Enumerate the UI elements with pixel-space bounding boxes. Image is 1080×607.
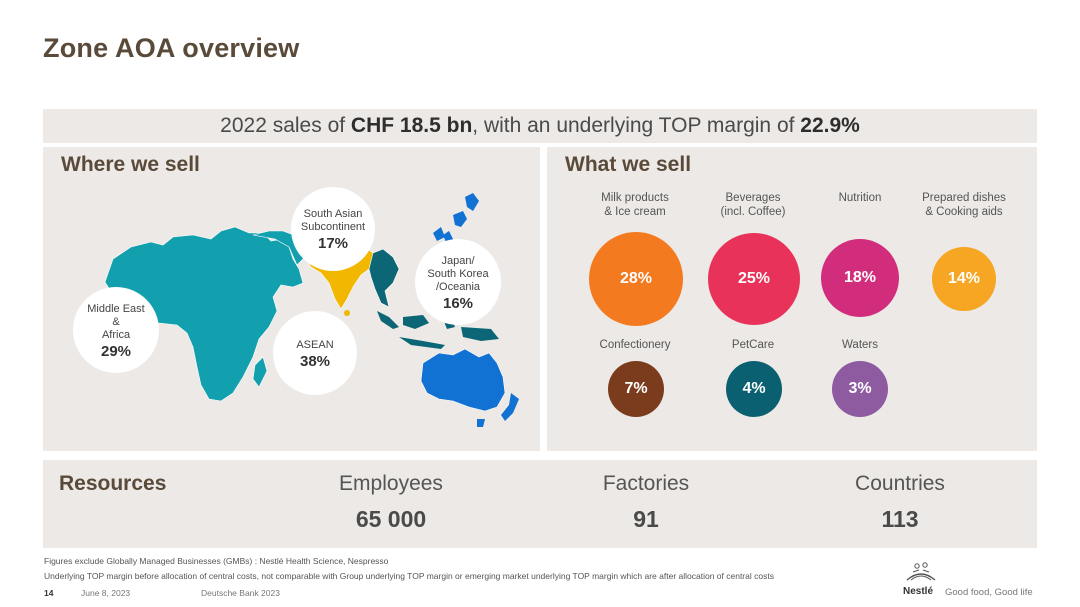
nestle-wordmark: Nestlé (903, 586, 934, 597)
region-bubble-middle-east-africa: Middle East & Africa 29% (73, 287, 159, 373)
nestle-nest-logo (906, 562, 936, 581)
category-circle-petcare: 4% (726, 361, 782, 417)
category-label-line: Milk products (601, 192, 669, 204)
region-percent: 16% (442, 294, 474, 312)
resources-panel: Resources Employees 65 000 Factories 91 … (43, 460, 1037, 548)
region-label-line: & (112, 315, 120, 328)
resource-label: Factories (602, 472, 690, 495)
category-circle-milk: 28% (589, 232, 683, 326)
sales-banner: 2022 sales of CHF 18.5 bn, with an under… (43, 109, 1037, 143)
banner-prefix: 2022 sales of (220, 114, 351, 137)
category-label-beverages: Beverages (incl. Coffee) (698, 191, 808, 219)
category-label-line: & Cooking aids (925, 206, 1003, 218)
region-bubble-south-asia: South Asian Subcontinent 17% (291, 187, 375, 271)
resource-value: 91 (633, 506, 659, 532)
region-label-line: Middle East (87, 302, 145, 315)
region-label-line: /Oceania (435, 280, 481, 293)
where-we-sell-title: Where we sell (61, 153, 200, 176)
nestle-slogan: Good food, Good life (945, 587, 1033, 598)
category-circle-nutrition: 18% (821, 239, 899, 317)
category-label-confectionery: Confectionery (580, 338, 690, 352)
region-label-line: ASEAN (296, 338, 334, 351)
category-label-line: Beverages (725, 192, 781, 204)
region-percent: 29% (100, 342, 132, 360)
category-label-prepared-dishes: Prepared dishes & Cooking aids (909, 191, 1019, 219)
category-circle-beverages: 25% (708, 233, 800, 325)
category-label-line: Prepared dishes (922, 192, 1006, 204)
region-label-line: South Korea (427, 267, 489, 280)
resource-value: 113 (881, 506, 919, 532)
resource-countries: Countries 113 (800, 472, 1000, 533)
category-label-line: Nutrition (838, 192, 882, 204)
resources-title: Resources (59, 472, 167, 495)
page-title: Zone AOA overview (43, 33, 300, 63)
what-we-sell-panel: What we sell Milk products & Ice cream B… (547, 147, 1037, 451)
category-label-waters: Waters (805, 338, 915, 352)
page-number: 14 (44, 588, 54, 598)
category-label-line: & Ice cream (604, 206, 666, 218)
resource-label: Countries (855, 472, 945, 495)
footnote-top-margin: Underlying TOP margin before allocation … (44, 571, 774, 581)
category-circle-prepared-dishes: 14% (932, 247, 996, 311)
category-label-milk: Milk products & Ice cream (580, 191, 690, 219)
map-region-middle-east-africa (104, 226, 304, 402)
category-label-line: PetCare (731, 339, 775, 351)
map-region-japan-korea-oceania (420, 348, 506, 412)
category-label-line: Waters (842, 339, 878, 351)
map-region-asean (368, 248, 400, 308)
resource-label: Employees (339, 472, 443, 495)
footer-date: June 8, 2023 (81, 588, 131, 598)
region-label-line: Subcontinent (300, 221, 366, 233)
where-we-sell-panel: Where we sell South Asian Subcontinent 1… (43, 147, 540, 451)
category-label-nutrition: Nutrition (805, 191, 915, 205)
resource-factories: Factories 91 (546, 472, 746, 533)
region-percent: 38% (299, 352, 331, 370)
resource-value: 65 000 (355, 506, 427, 532)
category-label-petcare: PetCare (698, 338, 808, 352)
footer-event: Deutsche Bank 2023 (201, 588, 280, 598)
region-bubble-japan-korea-oceania: Japan/ South Korea /Oceania 16% (415, 239, 501, 325)
banner-margin-value: 22.9% (800, 114, 860, 137)
category-label-line: Confectionery (599, 339, 671, 351)
what-we-sell-title: What we sell (565, 153, 692, 176)
resource-employees: Employees 65 000 (291, 472, 491, 533)
region-bubble-asean: ASEAN 38% (273, 311, 357, 395)
region-label-line: Africa (101, 328, 131, 341)
footnote-gmb: Figures exclude Globally Managed Busines… (44, 556, 389, 566)
banner-middle: , with an underlying TOP margin of (472, 114, 801, 137)
category-circle-waters: 3% (832, 361, 888, 417)
category-circle-confectionery: 7% (608, 361, 664, 417)
region-label-line: South Asian (303, 208, 363, 220)
banner-sales-value: CHF 18.5 bn (350, 114, 473, 137)
category-label-line: (incl. Coffee) (720, 206, 786, 218)
region-label-line: Japan/ (441, 254, 475, 267)
region-percent: 17% (317, 235, 349, 252)
